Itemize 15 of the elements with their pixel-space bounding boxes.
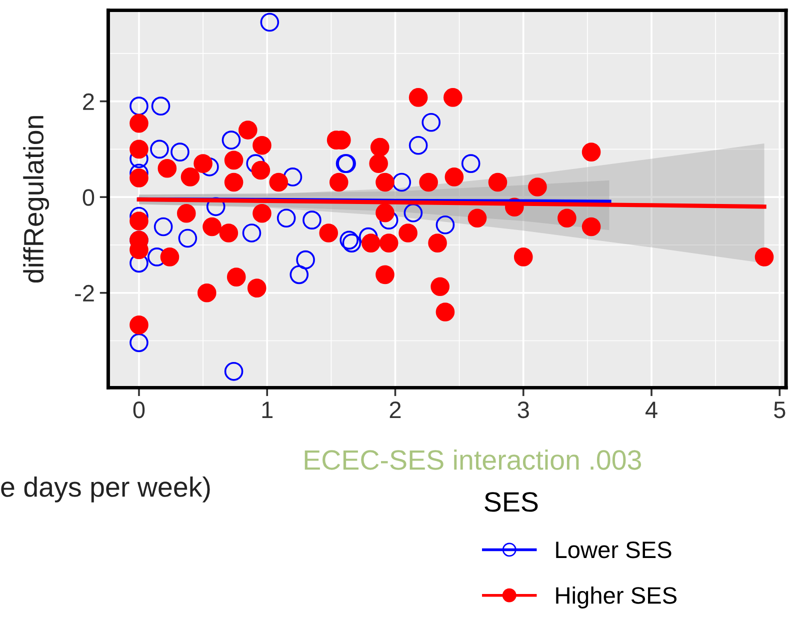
legend-label: Higher SES <box>556 586 677 609</box>
x-tick-label: 3 <box>518 402 529 418</box>
x-tick-label: 1 <box>262 402 273 418</box>
y-tick-label: -2 <box>75 284 94 302</box>
text: ECEC-SES interaction .003 <box>304 449 642 470</box>
x-tick-label: 5 <box>774 402 786 418</box>
y-tick-label: 2 <box>83 93 94 110</box>
x-tick-label: 0 <box>133 402 145 418</box>
x-axis-title: e days per week) <box>1 476 210 502</box>
legend-label: Lower SES <box>556 542 672 558</box>
y-axis-title: diffRegulation <box>23 116 50 283</box>
x-tick-label: 4 <box>645 402 658 418</box>
y-tick-label: 0 <box>82 189 94 206</box>
x-tick-label: 2 <box>390 402 401 418</box>
legend-title: SES <box>484 492 538 512</box>
